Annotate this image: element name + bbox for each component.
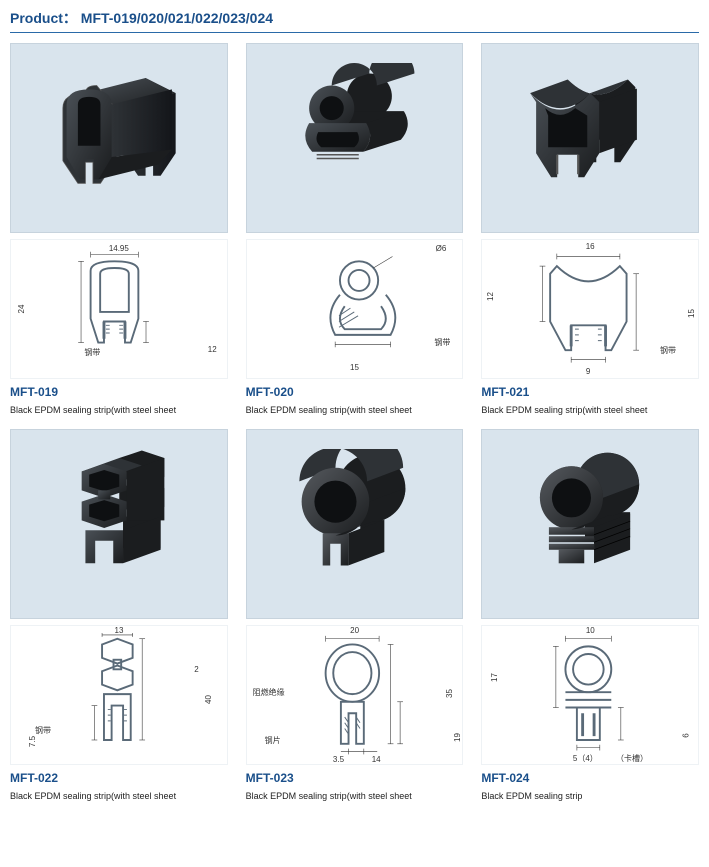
dim-width: 20 — [350, 626, 359, 635]
product-diagram: 14.95 24 12 钢带 — [10, 239, 228, 379]
product-photo — [481, 429, 699, 619]
extrusion-render-icon — [33, 63, 206, 213]
dim-width: 16 — [586, 242, 595, 251]
cross-section-icon — [268, 247, 441, 371]
dim-slot: 7.5 — [28, 736, 37, 747]
dim-tab: 14 — [372, 755, 381, 764]
dim-note1: 阻燃绝缘 — [253, 687, 285, 698]
dim-height: 24 — [17, 305, 26, 314]
extrusion-render-icon — [33, 449, 206, 599]
dim-note2: 钢片 — [265, 735, 281, 746]
header-prefix: Product： — [10, 10, 77, 26]
product-card: 15 Ø6 钢带 MFT-020 Black EPDM sealing stri… — [246, 43, 464, 421]
product-desc: Black EPDM sealing strip(with steel shee… — [246, 405, 464, 415]
dim-inner: 3.5 — [333, 755, 344, 764]
product-photo — [10, 43, 228, 233]
cross-section-icon — [33, 247, 206, 371]
dim-gap: 2 — [194, 665, 198, 674]
extrusion-render-icon — [504, 63, 677, 213]
cross-section-icon — [268, 633, 441, 757]
dim-note: （卡槽） — [616, 753, 648, 764]
dim-height: 40 — [204, 695, 213, 704]
product-card: 20 35 19 3.5 14 阻燃绝缘 钢片 MFT-023 Black EP… — [246, 429, 464, 807]
dim-base: 5（4） — [573, 753, 598, 764]
dim-diameter: Ø6 — [436, 244, 447, 253]
product-code: MFT-023 — [246, 771, 464, 785]
extrusion-render-icon — [504, 449, 677, 599]
product-card: 14.95 24 12 钢带 MFT-019 Black EPDM sealin… — [10, 43, 228, 421]
product-card: 13 40 7.5 2 钢带 MFT-022 Black EPDM sealin… — [10, 429, 228, 807]
dim-note: 钢带 — [434, 337, 450, 348]
dim-note: 钢带 — [660, 345, 676, 356]
product-desc: Black EPDM sealing strip(with steel shee… — [246, 791, 464, 801]
product-code: MFT-021 — [481, 385, 699, 399]
product-photo — [246, 429, 464, 619]
cross-section-icon — [504, 633, 677, 757]
dim-width: 13 — [115, 626, 124, 635]
product-code: MFT-024 — [481, 771, 699, 785]
product-diagram: 15 Ø6 钢带 — [246, 239, 464, 379]
dim-height: 17 — [490, 673, 499, 682]
dim-width: 10 — [586, 626, 595, 635]
product-card: 16 12 15 9 钢带 MFT-021 Black EPDM sealing… — [481, 43, 699, 421]
product-photo — [481, 43, 699, 233]
dim-slot: 12 — [208, 345, 217, 354]
product-diagram: 16 12 15 9 钢带 — [481, 239, 699, 379]
dim-note: 钢带 — [84, 347, 100, 358]
product-grid: 14.95 24 12 钢带 MFT-019 Black EPDM sealin… — [10, 43, 699, 807]
dim-slot: 6 — [681, 733, 690, 737]
product-diagram: 10 17 6 5（4） （卡槽） — [481, 625, 699, 765]
product-photo — [246, 43, 464, 233]
dim-slot: 19 — [453, 733, 462, 742]
dim-slot: 15 — [687, 309, 696, 318]
dim-width: 14.95 — [109, 244, 129, 253]
dim-note: 钢带 — [35, 725, 51, 736]
product-code: MFT-020 — [246, 385, 464, 399]
dim-height: 12 — [486, 292, 495, 301]
product-desc: Black EPDM sealing strip — [481, 791, 699, 801]
header-label: Product： MFT-019/020/021/022/023/024 — [10, 10, 273, 26]
extrusion-render-icon — [268, 449, 441, 599]
product-diagram: 20 35 19 3.5 14 阻燃绝缘 钢片 — [246, 625, 464, 765]
product-code: MFT-019 — [10, 385, 228, 399]
dim-width: 15 — [350, 363, 359, 372]
product-card: 10 17 6 5（4） （卡槽） MFT-024 Black EPDM sea… — [481, 429, 699, 807]
product-desc: Black EPDM sealing strip(with steel shee… — [10, 791, 228, 801]
product-desc: Black EPDM sealing strip(with steel shee… — [481, 405, 699, 415]
product-code: MFT-022 — [10, 771, 228, 785]
product-desc: Black EPDM sealing strip(with steel shee… — [10, 405, 228, 415]
cross-section-icon — [33, 633, 206, 757]
cross-section-icon — [504, 247, 677, 371]
dim-height: 35 — [445, 690, 454, 699]
header-codes: MFT-019/020/021/022/023/024 — [81, 10, 273, 26]
dim-inner: 9 — [586, 367, 590, 376]
product-diagram: 13 40 7.5 2 钢带 — [10, 625, 228, 765]
extrusion-render-icon — [268, 63, 441, 213]
page-header: Product： MFT-019/020/021/022/023/024 — [10, 8, 699, 33]
product-photo — [10, 429, 228, 619]
